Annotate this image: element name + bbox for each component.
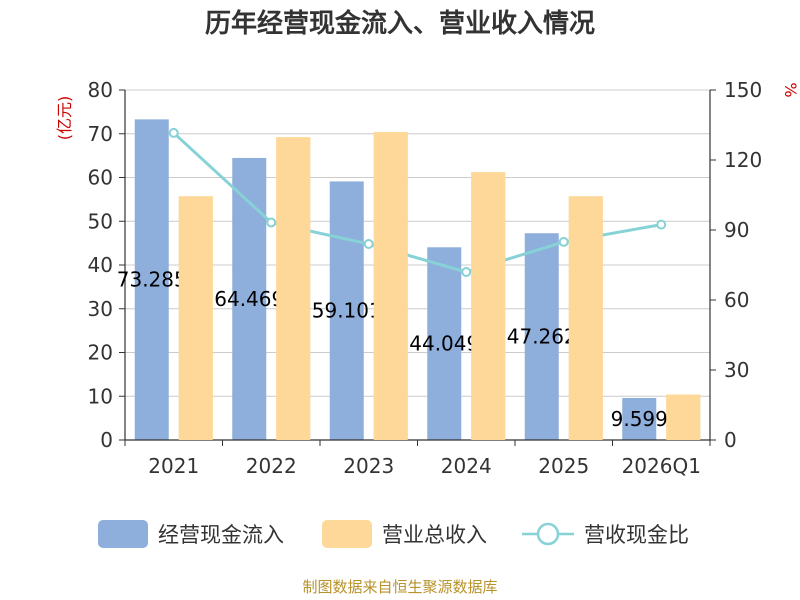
right-tick-label: 120 — [724, 148, 762, 172]
bar-revenue-overlay — [178, 196, 213, 440]
right-axis-unit: % — [781, 82, 800, 97]
line-point-cash-ratio — [168, 127, 179, 138]
left-axis-unit: (亿元) — [55, 96, 74, 141]
legend-label: 营业总收入 — [382, 523, 487, 547]
x-tick-label: 2026Q1 — [622, 454, 701, 478]
data-label-cash-inflow: 44.049 — [409, 332, 479, 356]
bar-revenue-overlay — [471, 172, 506, 440]
legend-label: 经营现金流入 — [158, 523, 284, 547]
source-note: 制图数据来自恒生聚源数据库 — [302, 578, 497, 596]
legend-item[interactable]: 经营现金流入 — [98, 520, 284, 548]
legend-item[interactable]: 营收现金比 — [522, 522, 689, 547]
data-label-cash-inflow: 64.469 — [214, 287, 284, 311]
right-tick-label: 60 — [724, 288, 749, 312]
left-tick-label: 60 — [88, 166, 113, 190]
x-tick-label: 2022 — [246, 454, 297, 478]
bar-cash-inflow — [134, 119, 169, 441]
line-point-cash-ratio — [363, 239, 374, 249]
left-tick-label: 20 — [88, 341, 113, 365]
bar-cash-inflow — [329, 181, 364, 441]
right-tick-label: 30 — [724, 358, 749, 382]
data-label-cash-inflow: 9.599 — [611, 407, 668, 431]
left-tick-label: 0 — [100, 428, 113, 452]
line-point-cash-ratio — [266, 217, 277, 228]
x-tick-label: 2024 — [441, 454, 492, 478]
left-tick-label: 10 — [88, 384, 113, 408]
legend[interactable]: 经营现金流入 营业总收入 营收现金比 — [98, 520, 689, 548]
data-labels-layer: 73.285 64.469 59.101 44.049 47.262 9.599 — [117, 132, 701, 440]
data-label-cash-inflow: 59.101 — [312, 299, 382, 323]
bar-cash-inflow — [427, 247, 462, 440]
bar-revenue-overlay — [373, 132, 408, 440]
x-tick-label: 2025 — [538, 454, 589, 478]
line-point-cash-ratio — [461, 267, 472, 277]
left-tick-label: 50 — [88, 209, 113, 233]
x-tick-label: 2021 — [148, 454, 199, 478]
left-tick-label: 40 — [88, 253, 113, 277]
legend-item[interactable]: 营业总收入 — [322, 520, 487, 548]
data-label-cash-inflow: 73.285 — [117, 268, 187, 292]
bar-cash-inflow — [524, 233, 559, 440]
legend-swatch-marker — [536, 522, 560, 546]
axes-layer: 0 10 20 30 40 50 60 70 80 0 30 60 90 120 150 2021 2022 20… — [88, 78, 763, 478]
right-tick-label: 0 — [724, 428, 737, 452]
chart-title: 历年经营现金流入、营业收入情况 — [205, 8, 595, 39]
bars-layer — [134, 119, 701, 441]
bar-cash-inflow — [622, 398, 657, 440]
bar-revenue-overlay — [666, 394, 701, 440]
x-tick-label: 2023 — [343, 454, 394, 478]
bar-cash-inflow — [232, 157, 267, 440]
left-tick-label: 30 — [88, 297, 113, 321]
data-label-cash-inflow: 47.262 — [507, 325, 577, 349]
legend-label: 营收现金比 — [584, 523, 689, 547]
bar-revenue-overlay — [276, 137, 311, 440]
line-point-cash-ratio — [558, 236, 569, 247]
legend-swatch-revenue — [322, 520, 372, 548]
bar-revenue-overlay — [568, 196, 603, 440]
line-point-cash-ratio — [656, 219, 667, 230]
right-tick-label: 90 — [724, 218, 749, 242]
left-tick-label: 70 — [88, 122, 113, 146]
legend-swatch-cash-inflow — [98, 520, 148, 548]
left-tick-label: 80 — [88, 78, 113, 102]
right-tick-label: 150 — [724, 78, 762, 102]
